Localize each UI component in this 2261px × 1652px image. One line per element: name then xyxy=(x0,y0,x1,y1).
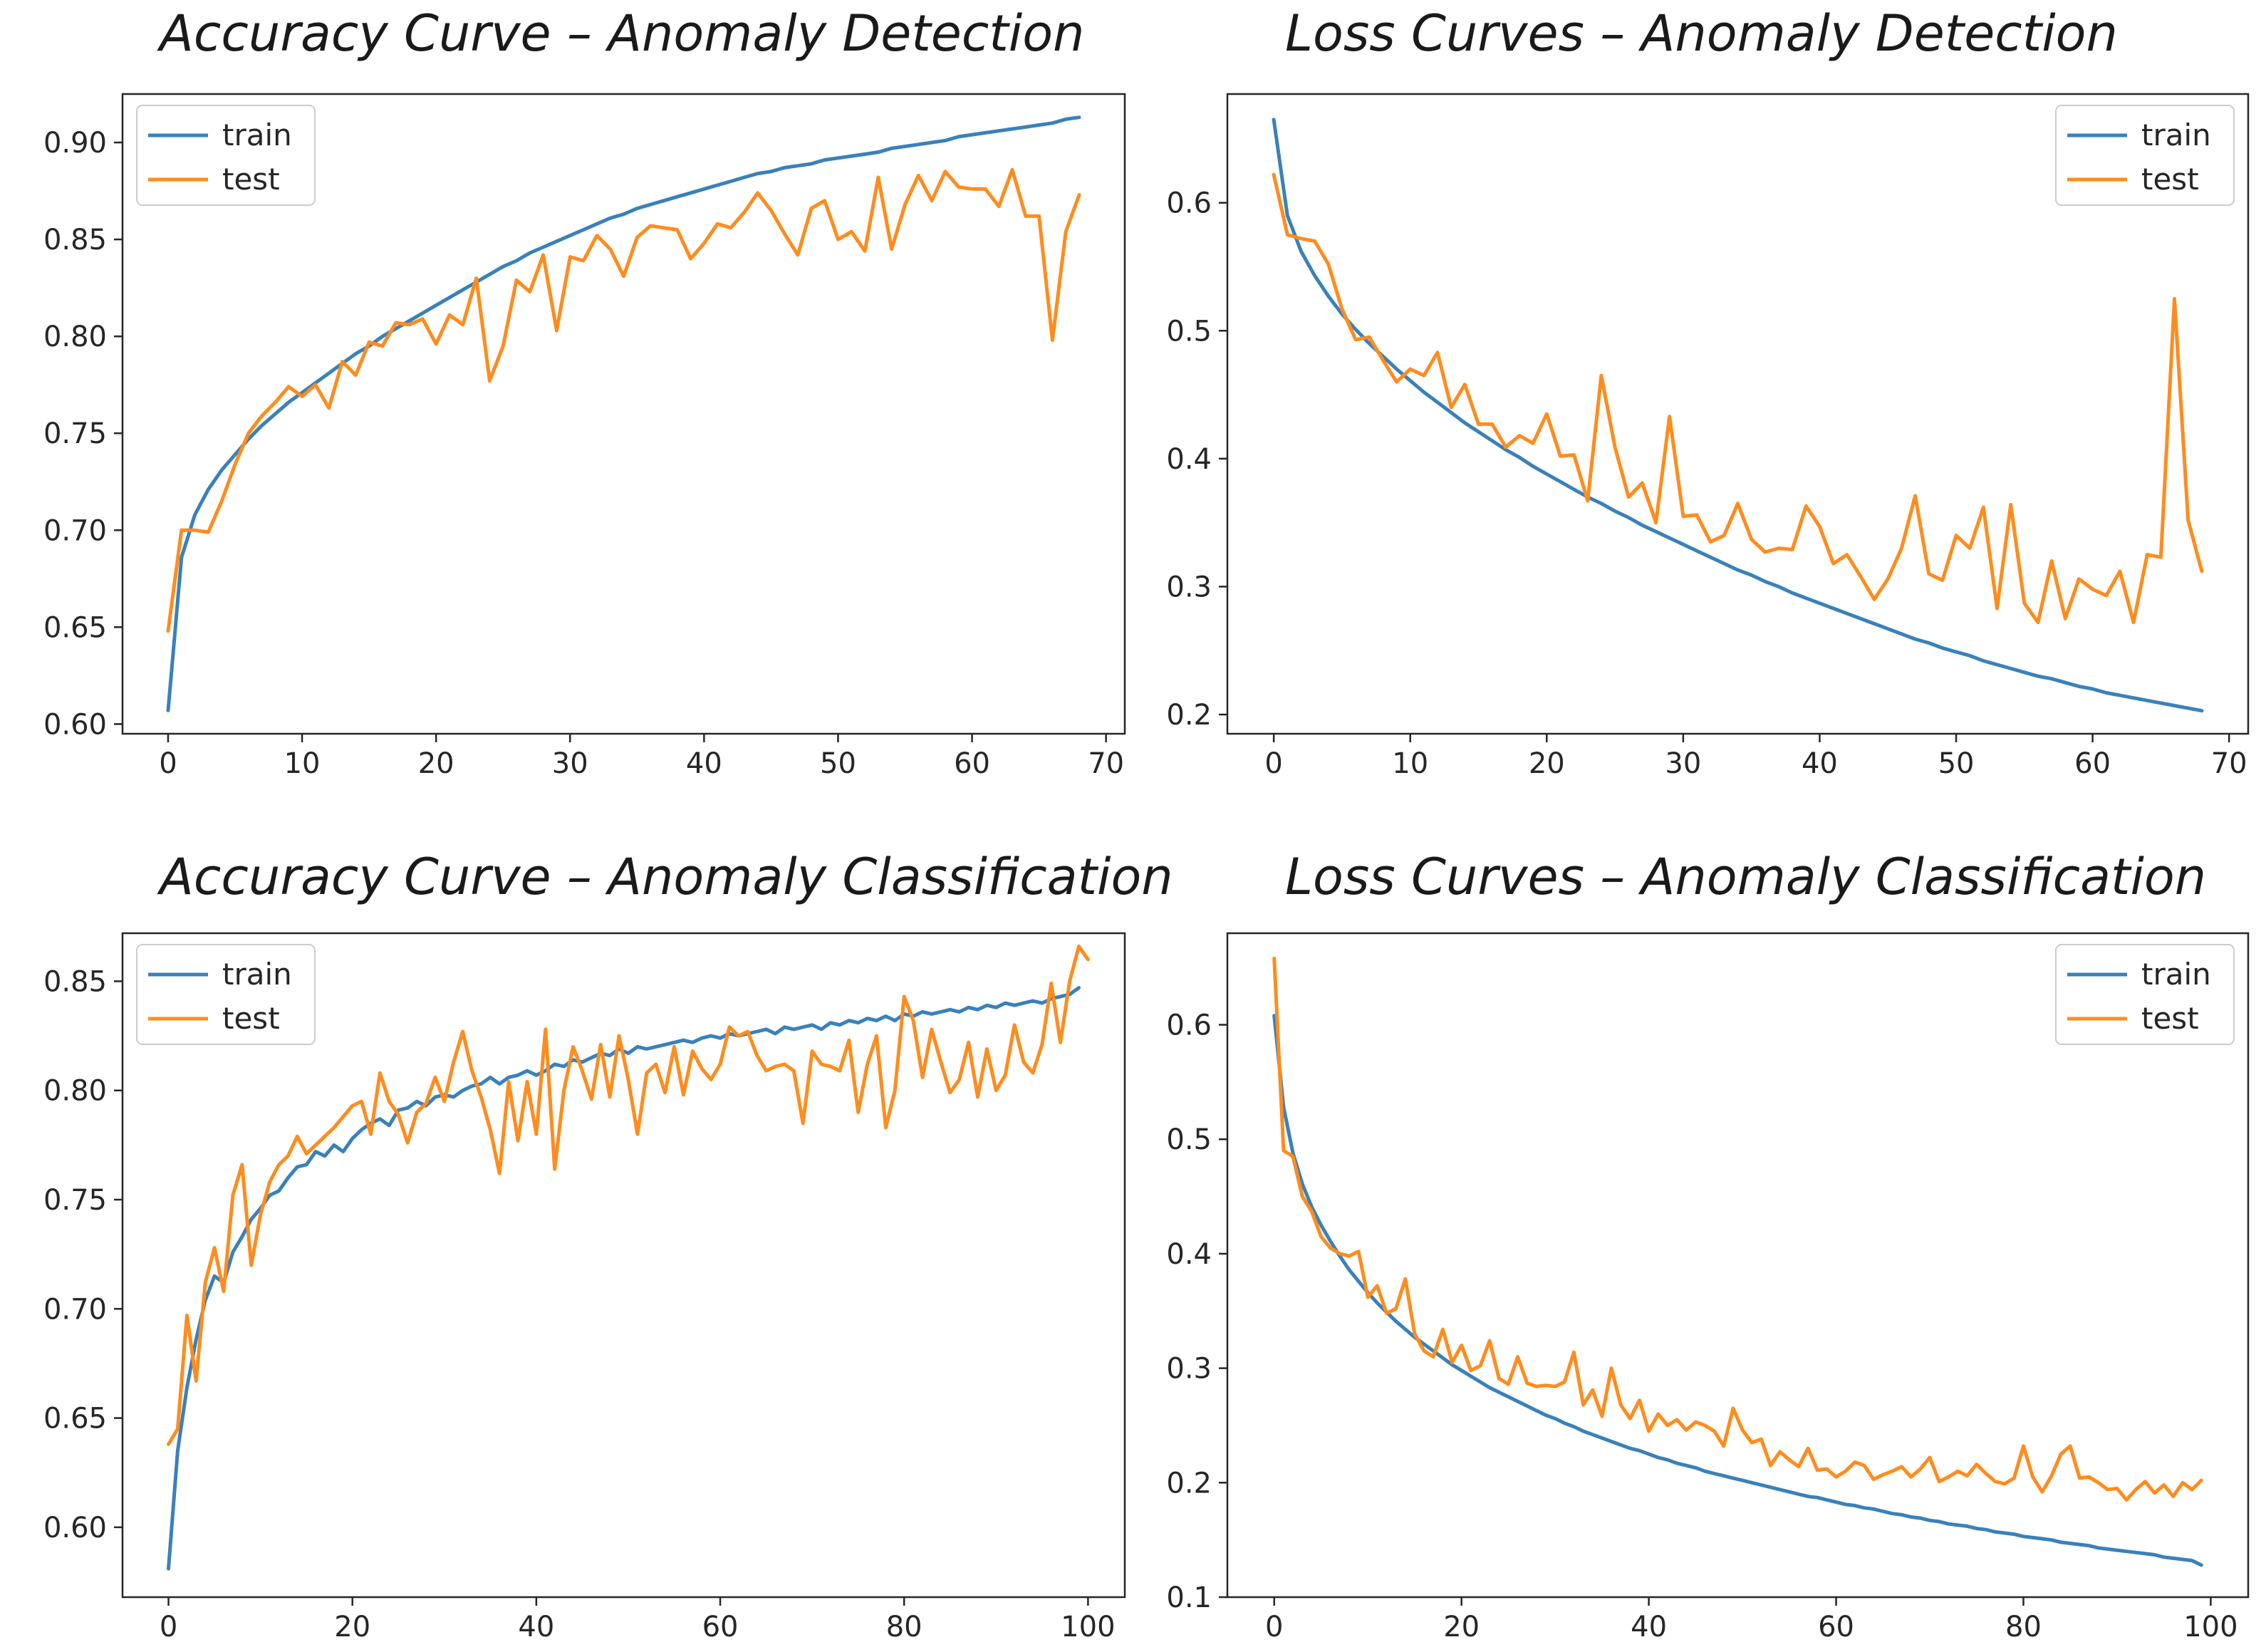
series-line-test xyxy=(167,944,1090,1446)
series-line-test xyxy=(1272,956,2203,1502)
series-line-train xyxy=(1272,1014,2203,1567)
y-tick-label: 0.90 xyxy=(43,127,107,160)
x-tick-label: 60 xyxy=(2074,747,2111,780)
y-tick-label: 0.5 xyxy=(1166,1123,1212,1156)
y-tick-label: 0.5 xyxy=(1166,315,1212,348)
y-tick-label: 0.80 xyxy=(43,1075,107,1108)
x-tick-label: 40 xyxy=(1802,747,1838,780)
y-tick-label: 0.2 xyxy=(1166,699,1212,732)
y-tick-label: 0.65 xyxy=(43,611,107,644)
y-tick-label: 0.75 xyxy=(43,1184,107,1217)
x-tick-label: 0 xyxy=(160,1611,177,1643)
y-tick-label: 0.70 xyxy=(43,514,107,547)
series-line-train xyxy=(1272,118,2204,713)
legend-label-test: test xyxy=(2141,1001,2199,1036)
legend: train test xyxy=(136,105,316,206)
legend-label-test: test xyxy=(222,1001,280,1036)
y-tick-label: 0.6 xyxy=(1166,1009,1212,1042)
x-tick-label: 50 xyxy=(1938,747,1975,780)
x-tick-label: 20 xyxy=(1443,1611,1480,1643)
chart-title: Loss Curves – Anomaly Detection xyxy=(1285,4,2118,63)
x-tick-label: 10 xyxy=(1392,747,1428,780)
legend-label-test: test xyxy=(2141,162,2199,197)
legend-label-train: train xyxy=(2141,957,2211,992)
x-tick-label: 20 xyxy=(334,1611,370,1643)
chart-plot: 0 10 20 30 40 50 60 70 0.2 0.3 0.4 0.5 0.6 train test xyxy=(1166,93,2250,780)
x-tick-label: 80 xyxy=(2005,1611,2042,1643)
y-tick-label: 0.70 xyxy=(43,1293,107,1326)
y-tick-label: 0.60 xyxy=(43,708,107,741)
y-tick-label: 0.75 xyxy=(43,417,107,450)
x-tick-label: 0 xyxy=(1265,1611,1283,1643)
series-line-test xyxy=(1272,172,2204,625)
legend: train test xyxy=(2055,944,2235,1045)
x-tick-label: 30 xyxy=(1665,747,1701,780)
y-tick-label: 0.80 xyxy=(43,321,107,353)
x-tick-label: 60 xyxy=(702,1611,739,1643)
plot-frame xyxy=(121,93,1126,735)
x-tick-label: 20 xyxy=(1529,747,1565,780)
y-tick-label: 0.2 xyxy=(1166,1467,1212,1500)
plot-frame xyxy=(121,932,1126,1599)
series-line-test xyxy=(166,167,1081,633)
y-tick-label: 0.4 xyxy=(1166,1238,1212,1271)
x-tick-label: 50 xyxy=(820,747,856,780)
x-tick-label: 10 xyxy=(284,747,321,780)
x-tick-label: 80 xyxy=(886,1611,922,1643)
y-tick-label: 0.6 xyxy=(1166,187,1212,220)
y-tick-label: 0.3 xyxy=(1166,571,1212,603)
y-tick-label: 0.4 xyxy=(1166,443,1212,476)
legend-label-test: test xyxy=(222,162,280,197)
x-tick-label: 60 xyxy=(1818,1611,1854,1643)
x-tick-label: 100 xyxy=(1061,1611,1115,1643)
legend-label-train: train xyxy=(222,957,292,992)
x-tick-label: 60 xyxy=(954,747,990,780)
chart-plot: 0 10 20 30 40 50 60 70 0.60 0.65 0.70 0.75 0.80 0.85 0… xyxy=(43,93,1126,780)
x-tick-label: 30 xyxy=(552,747,588,780)
x-tick-label: 100 xyxy=(2183,1611,2237,1643)
legend: train test xyxy=(136,944,316,1045)
x-tick-label: 40 xyxy=(518,1611,554,1643)
plot-frame xyxy=(1226,932,2250,1599)
x-tick-label: 70 xyxy=(1088,747,1124,780)
legend: train test xyxy=(2055,105,2235,206)
y-tick-label: 0.60 xyxy=(43,1512,107,1544)
y-tick-label: 0.3 xyxy=(1166,1353,1212,1386)
y-tick-label: 0.85 xyxy=(43,965,107,998)
x-tick-label: 0 xyxy=(159,747,177,780)
legend-label-train: train xyxy=(2141,118,2211,152)
legend-label-train: train xyxy=(222,118,292,152)
x-tick-label: 70 xyxy=(2211,747,2247,780)
plot-frame xyxy=(1226,93,2250,735)
x-tick-label: 40 xyxy=(686,747,722,780)
chart-title: Accuracy Curve – Anomaly Detection xyxy=(160,4,1085,63)
x-tick-label: 20 xyxy=(418,747,454,780)
chart-title: Loss Curves – Anomaly Classification xyxy=(1285,848,2207,906)
x-tick-label: 0 xyxy=(1264,747,1282,780)
x-tick-label: 40 xyxy=(1631,1611,1667,1643)
chart-plot: 0 20 40 60 80 100 0.60 0.65 0.70 0.75 0.80 0.85 trai… xyxy=(43,932,1126,1643)
series-line-train xyxy=(166,115,1081,712)
y-tick-label: 0.65 xyxy=(43,1403,107,1435)
chart-title: Accuracy Curve – Anomaly Classification xyxy=(160,848,1173,906)
y-tick-label: 0.85 xyxy=(43,224,107,256)
y-tick-label: 0.1 xyxy=(1166,1581,1212,1614)
